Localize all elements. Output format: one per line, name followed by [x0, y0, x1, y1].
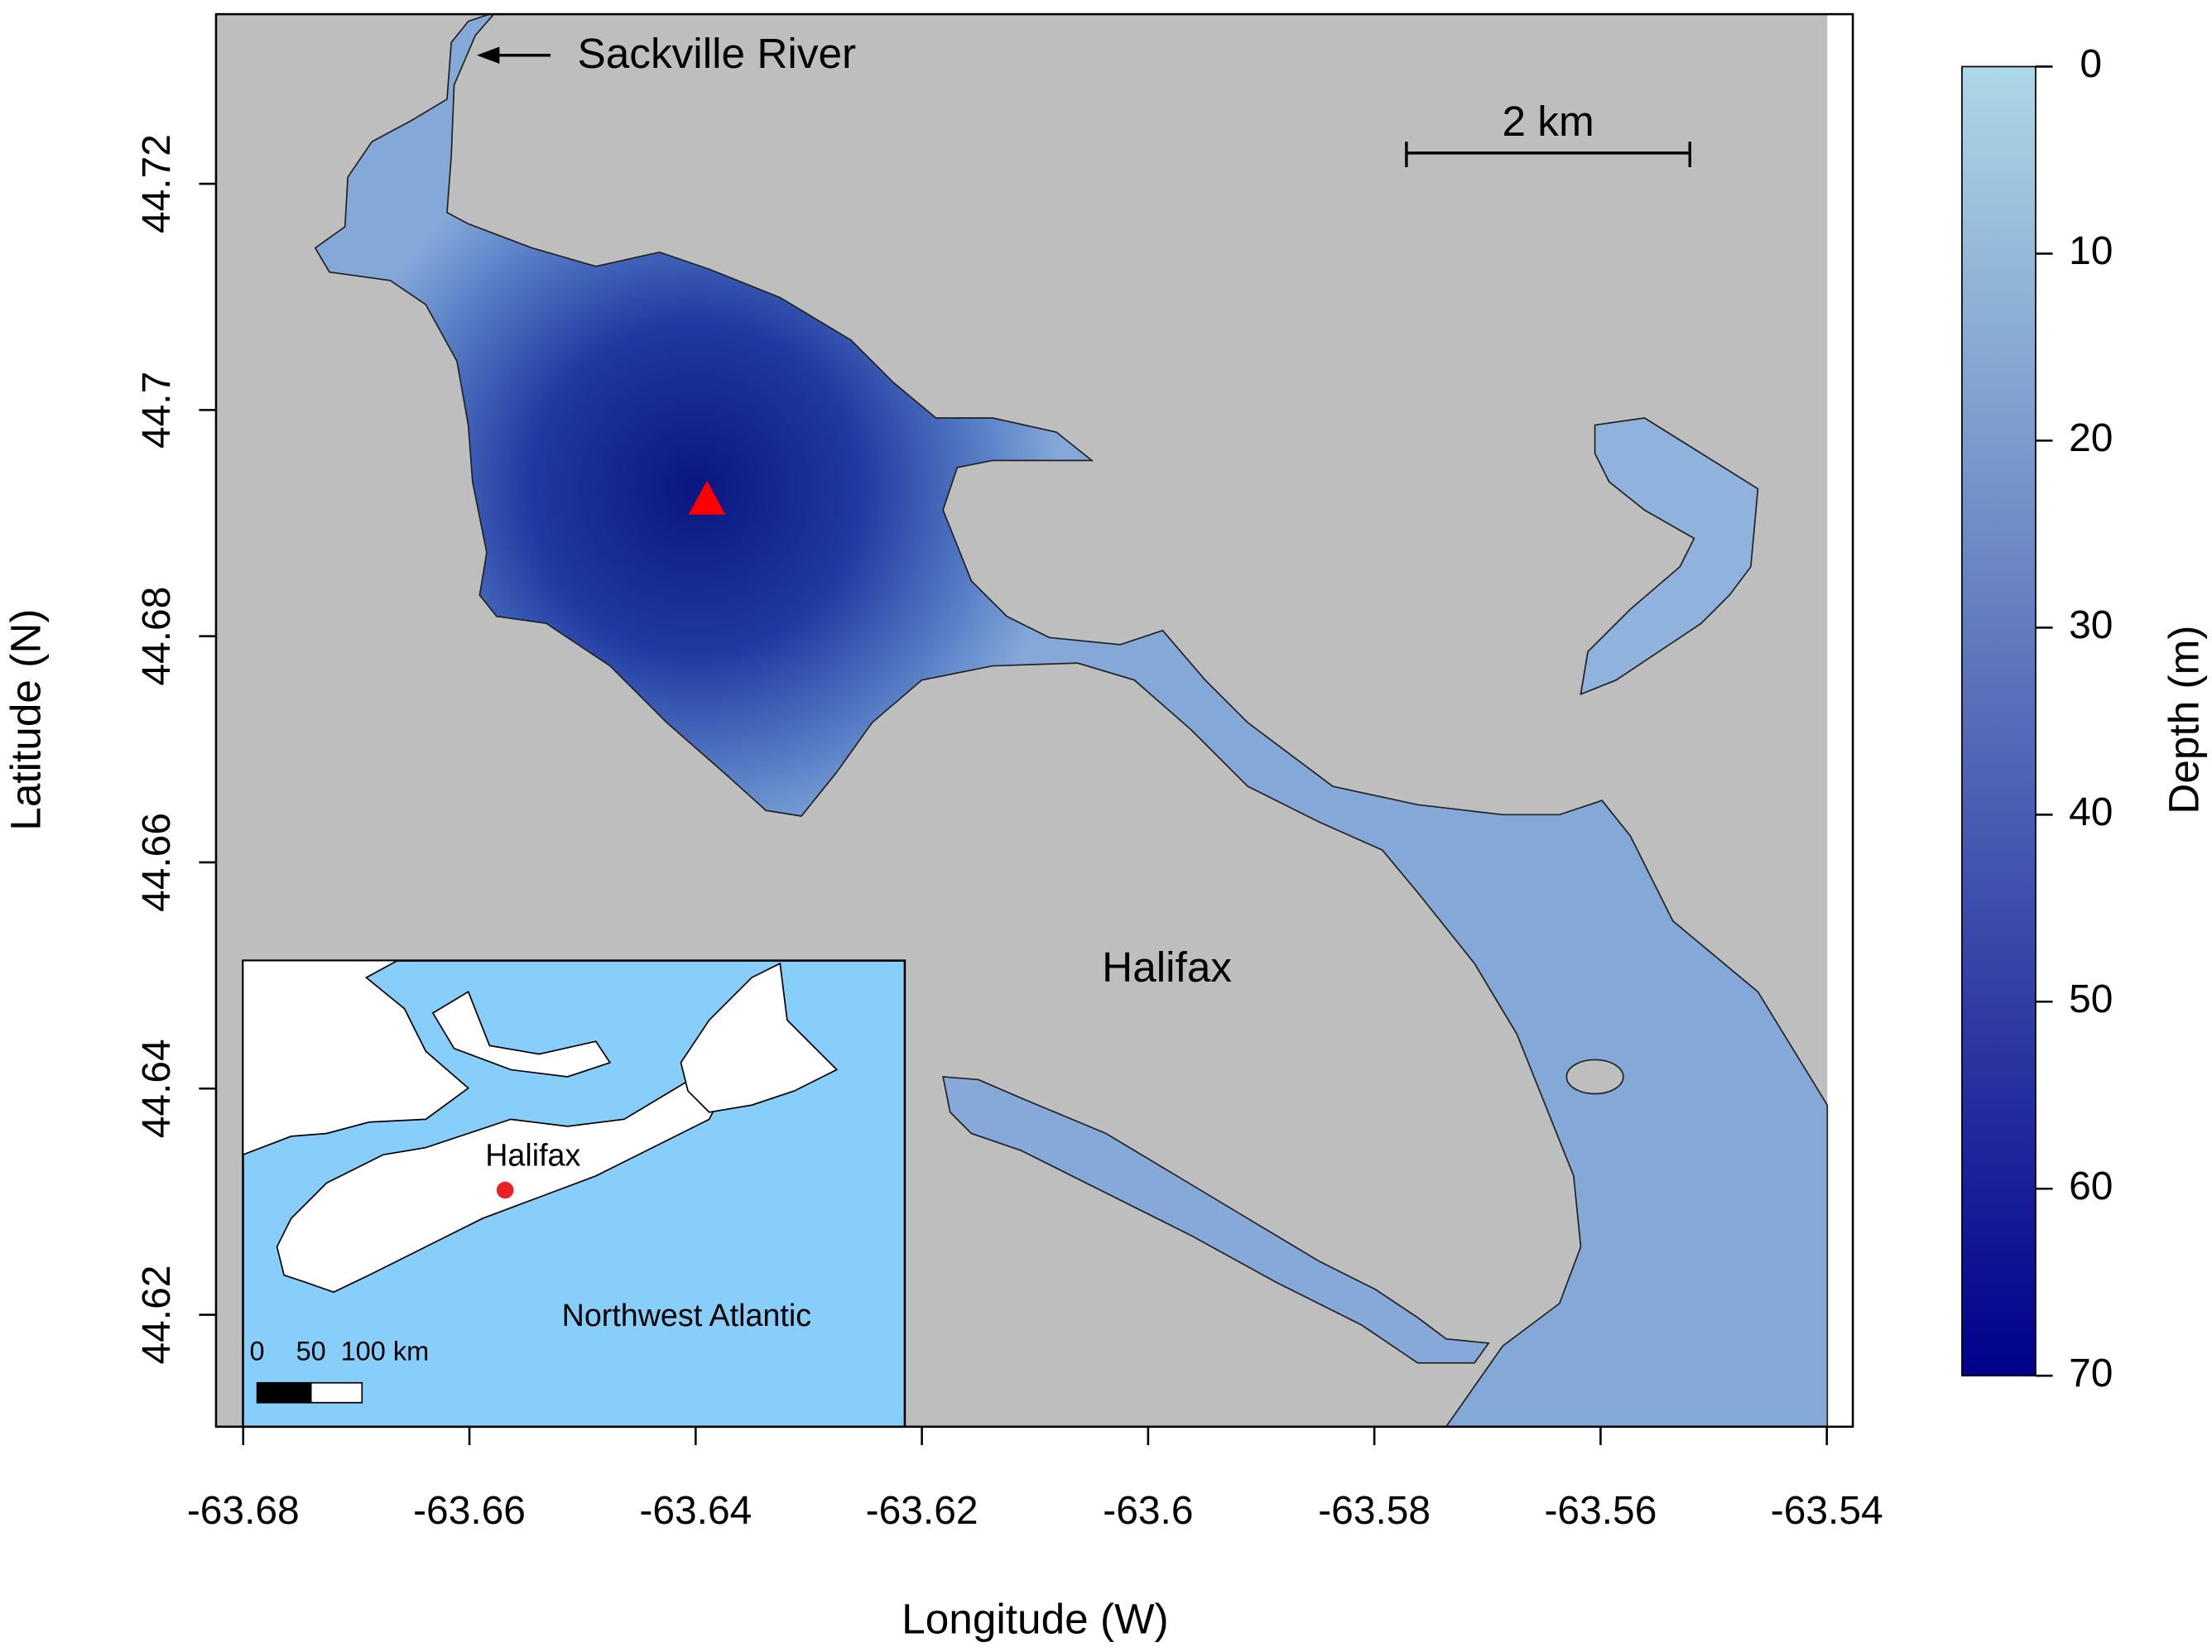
- x-tick-label: -63.58: [1318, 1489, 1431, 1533]
- inset-city-dot: [496, 1181, 514, 1199]
- inset-scale-label: 0: [250, 1336, 265, 1366]
- plot-frame: [214, 12, 1854, 1429]
- inset-land: [242, 959, 470, 1156]
- colorbar-tick-label: 50: [2069, 977, 2113, 1021]
- colorbar-tick-label: 30: [2069, 603, 2113, 647]
- arrow-head: [476, 46, 500, 65]
- x-tick-label: -63.54: [1771, 1489, 1883, 1533]
- x-tick-label: -63.66: [413, 1489, 526, 1533]
- x-tick-label: -63.62: [866, 1489, 979, 1533]
- inset-ocean-label: Northwest Atlantic: [562, 1298, 811, 1333]
- inset-scale-white: [310, 1381, 363, 1404]
- lake-bedford-basin: [314, 13, 1829, 1428]
- colorbar-tick-label: 60: [2069, 1165, 2113, 1208]
- inset-city-label: Halifax: [485, 1138, 580, 1173]
- city-label: Halifax: [1102, 944, 1232, 991]
- colorbar-tick-label: 40: [2069, 790, 2113, 834]
- inset-cape-breton: [680, 962, 839, 1113]
- x-axis-label: Longitude (W): [902, 1596, 1168, 1643]
- x-tick-label: -63.6: [1103, 1489, 1193, 1533]
- y-axis-label: Latitude (N): [2, 608, 50, 830]
- lake-right: [1580, 417, 1759, 696]
- colorbar-tick-label: 20: [2069, 416, 2113, 460]
- inset-scale-label: 100 km: [341, 1336, 430, 1366]
- inset-pei: [431, 991, 612, 1078]
- colorbar-tick-label: 70: [2069, 1352, 2113, 1395]
- inset-scale-black: [256, 1381, 312, 1404]
- y-tick-label: 44.66: [135, 813, 179, 912]
- x-tick-label: -63.56: [1544, 1489, 1657, 1533]
- island: [1565, 1059, 1624, 1095]
- scale-label: 2 km: [1502, 98, 1594, 145]
- y-tick-label: 44.62: [135, 1265, 179, 1365]
- inset-scale-label: 50: [296, 1336, 326, 1366]
- x-tick-label: -63.68: [187, 1489, 300, 1533]
- x-tick-label: -63.64: [639, 1489, 752, 1533]
- colorbar-tick-label: 10: [2069, 229, 2113, 273]
- y-tick-label: 44.68: [135, 587, 179, 686]
- sampling-site: [688, 480, 726, 515]
- colorbar-tick-label: 0: [2080, 42, 2102, 86]
- northwest-arm: [942, 1076, 1490, 1364]
- colorbar-label: Depth (m): [2161, 625, 2208, 814]
- y-tick-label: 44.72: [135, 134, 179, 233]
- colorbar: [1961, 65, 2036, 1377]
- inset: Halifax Northwest Atlantic 0 50 100 km: [242, 959, 906, 1429]
- y-tick-label: 44.64: [135, 1039, 179, 1138]
- y-tick-label: 44.7: [135, 372, 179, 449]
- river-label: Sackville River: [577, 30, 856, 77]
